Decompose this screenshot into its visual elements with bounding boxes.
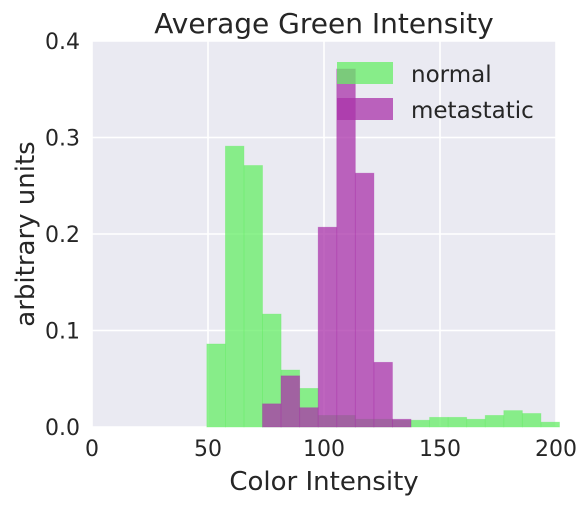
y-tick-label: 0.4 [45, 30, 80, 55]
bar-normal-18 [540, 421, 560, 428]
x-tick-label: 50 [194, 437, 222, 462]
y-tick-labels: 0.0 0.1 0.2 0.3 0.4 [45, 30, 80, 441]
bar-metastatic-0 [262, 403, 282, 428]
bar-normal-0 [206, 343, 226, 428]
x-tick-labels: 0 50 100 150 200 [85, 437, 577, 462]
bar-normal-14 [466, 418, 486, 428]
bar-normal-2 [243, 165, 263, 428]
x-tick-label: 150 [419, 437, 461, 462]
x-tick-label: 200 [535, 437, 577, 462]
legend-swatch-normal [337, 62, 393, 84]
bars [206, 68, 560, 428]
legend-label-normal: normal [411, 62, 492, 88]
bar-metastatic-2 [299, 407, 319, 428]
legend-label-metastatic: metastatic [411, 98, 534, 124]
bar-normal-15 [484, 415, 505, 428]
bar-metastatic-5 [354, 172, 375, 428]
bar-normal-13 [447, 416, 468, 428]
y-tick-label: 0.1 [45, 320, 80, 345]
bar-normal-12 [429, 416, 449, 428]
bar-metastatic-3 [317, 226, 338, 428]
bar-metastatic-6 [373, 361, 393, 428]
x-axis-label: Color Intensity [229, 467, 418, 497]
y-tick-label: 0.0 [45, 416, 80, 441]
legend-swatch-metastatic [337, 98, 393, 120]
x-tick-label: 0 [85, 437, 99, 462]
bar-metastatic-1 [280, 375, 301, 428]
bar-normal-17 [521, 413, 542, 428]
bar-normal-16 [503, 410, 523, 428]
y-tick-label: 0.3 [45, 127, 80, 152]
bar-normal-1 [224, 145, 245, 428]
chart-title: Average Green Intensity [154, 7, 493, 40]
y-axis-label: arbitrary units [11, 141, 41, 326]
legend: normal metastatic [337, 62, 534, 124]
bar-normal-11 [410, 419, 430, 428]
y-tick-label: 0.2 [45, 223, 80, 248]
x-tick-label: 100 [303, 437, 345, 462]
bar-metastatic-7 [392, 418, 412, 428]
bar-metastatic-4 [336, 68, 356, 428]
